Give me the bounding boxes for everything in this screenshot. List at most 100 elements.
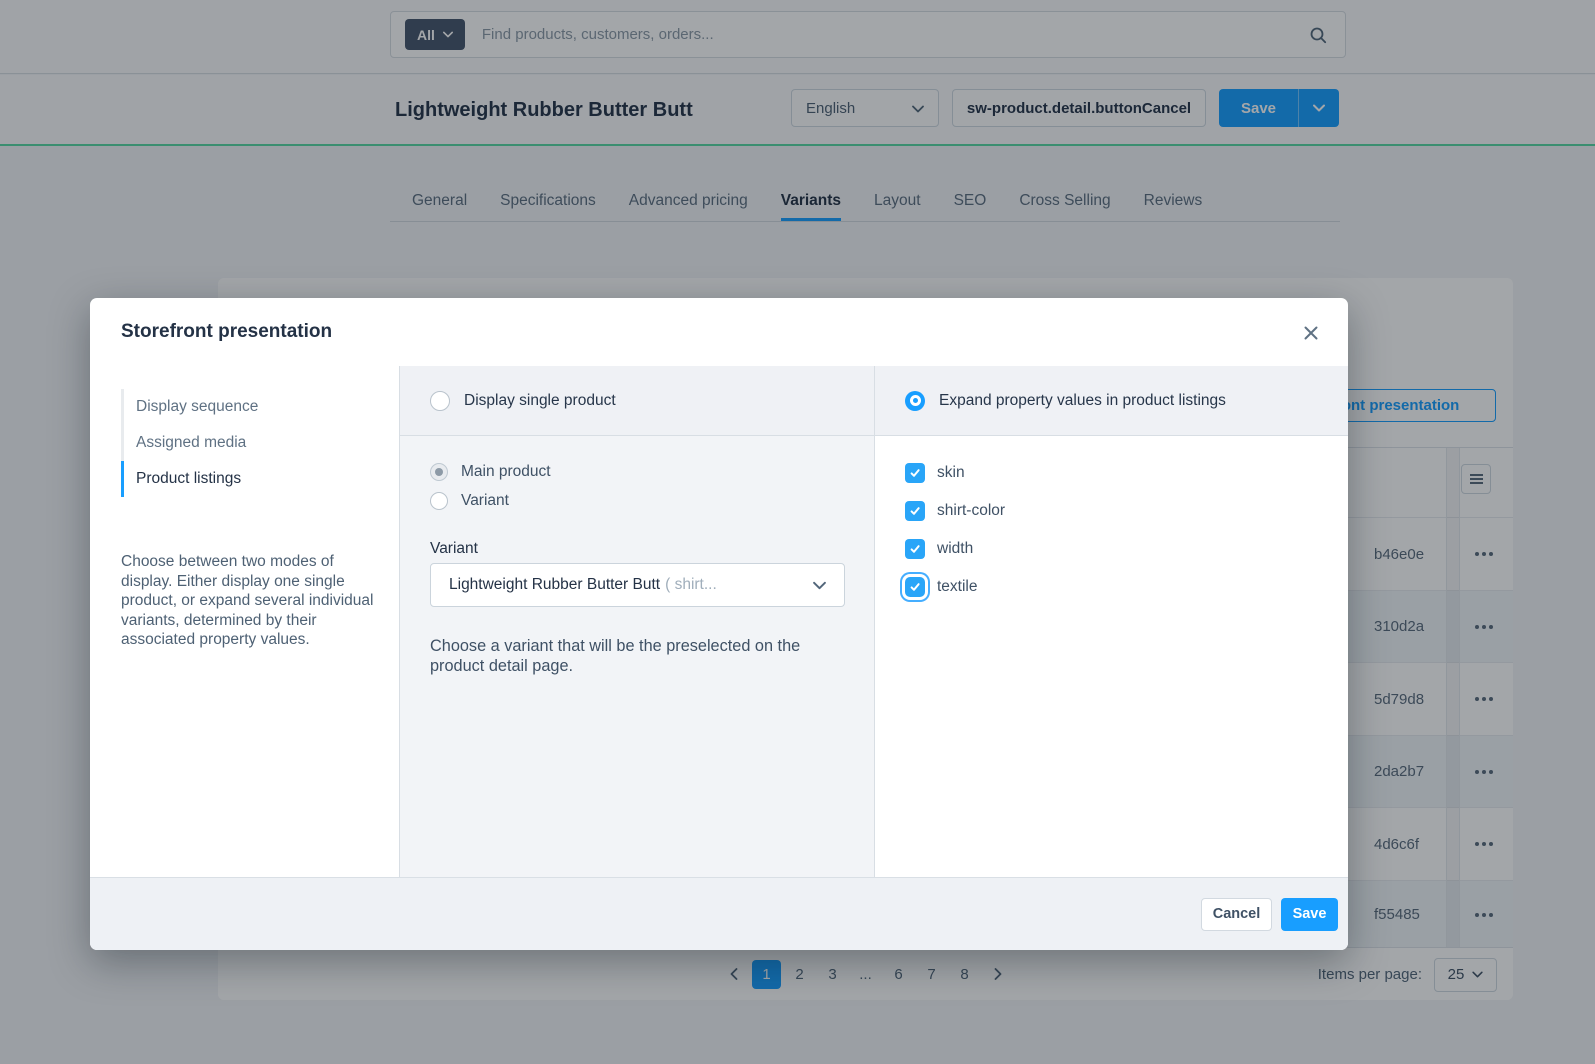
modal-header: Storefront presentation <box>90 298 1348 366</box>
variant-number-cell: 2da2b7 <box>1374 763 1425 780</box>
width-label: width <box>937 540 974 557</box>
shirt-color-checkbox[interactable] <box>905 501 925 521</box>
modal-save-button[interactable]: Save <box>1281 897 1338 931</box>
product-detail-tabs: General Specifications Advanced pricing … <box>390 180 1340 222</box>
sidebar-item-display-sequence[interactable]: Display sequence <box>121 389 321 425</box>
variant-number-cell: f55485 <box>1374 906 1420 923</box>
items-per-page-select[interactable]: 25 <box>1434 957 1497 992</box>
modal-cancel-button[interactable]: Cancel <box>1201 897 1272 931</box>
storefront-presentation-modal: Storefront presentation Display sequence… <box>90 298 1348 950</box>
page-title: Lightweight Rubber Butter Butt <box>395 99 693 121</box>
next-page-icon[interactable] <box>983 960 1012 989</box>
chevron-down-icon <box>1472 971 1484 978</box>
variant-select-value: Lightweight Rubber Butter Butt <box>449 576 661 593</box>
tab-advanced-pricing[interactable]: Advanced pricing <box>628 191 748 209</box>
sidebar-item-product-listings[interactable]: Product listings <box>121 461 321 497</box>
variant-help-text: Choose a variant that will be the presel… <box>430 637 801 675</box>
display-single-product-label: Display single product <box>464 391 616 409</box>
variant-select-label: Variant <box>430 540 478 557</box>
page-button[interactable]: 7 <box>927 965 936 983</box>
chevron-down-icon <box>912 100 924 117</box>
search-type-dropdown[interactable]: All <box>405 19 465 50</box>
fixed-column-shadow <box>1447 448 1459 947</box>
save-split-button[interactable]: Save <box>1219 89 1339 127</box>
page-ellipsis: ... <box>859 965 872 983</box>
expand-properties-radio[interactable] <box>905 390 925 411</box>
tab-general[interactable]: General <box>412 191 468 209</box>
width-checkbox[interactable] <box>905 539 925 559</box>
single-product-option-header: Display single product <box>400 366 874 436</box>
variant-select-value-suffix: ( shirt... <box>665 576 717 593</box>
tab-reviews[interactable]: Reviews <box>1143 191 1203 209</box>
variant-number-cell: 4d6c6f <box>1374 835 1420 853</box>
row-context-menu-button[interactable] <box>1460 808 1508 880</box>
language-select[interactable]: English <box>791 89 939 127</box>
property-row-shirt-color: shirt-color <box>905 501 1005 521</box>
search-input[interactable] <box>481 26 1309 43</box>
items-per-page-label: Items per page: <box>1317 966 1422 983</box>
variant-select[interactable]: Lightweight Rubber Butter Butt ( shirt..… <box>430 563 845 607</box>
skin-label: skin <box>937 464 965 481</box>
language-value: English <box>806 99 856 117</box>
variant-number-cell: b46e0e <box>1374 545 1425 563</box>
page-button[interactable]: 1 <box>752 959 781 989</box>
main-product-radio[interactable] <box>430 463 448 481</box>
textile-label: textile <box>937 578 978 595</box>
modal-nav: Display sequence Assigned media Product … <box>121 389 321 497</box>
modal-body: Display sequence Assigned media Product … <box>90 366 1348 877</box>
property-checkbox-list: skin shirt-color width textile <box>905 463 1005 597</box>
tab-variants[interactable]: Variants <box>780 180 842 221</box>
page-button[interactable]: 6 <box>894 965 903 983</box>
grid-settings-button[interactable] <box>1461 464 1491 494</box>
main-product-radio-row: Main product <box>430 463 551 481</box>
display-single-product-radio[interactable] <box>430 390 450 411</box>
shirt-color-label: shirt-color <box>937 502 1006 519</box>
tab-cross-selling[interactable]: Cross Selling <box>1019 191 1111 209</box>
single-product-column: Display single product Main product Vari… <box>400 366 875 877</box>
variant-radio-row: Variant <box>430 492 509 510</box>
search-type-label: All <box>417 26 435 43</box>
skin-checkbox[interactable] <box>905 463 925 483</box>
column-divider <box>1446 448 1447 947</box>
page-button[interactable]: 2 <box>795 965 804 983</box>
row-context-menu-button[interactable] <box>1460 736 1508 807</box>
sidebar-item-assigned-media[interactable]: Assigned media <box>121 425 321 461</box>
chevron-down-icon <box>442 31 453 38</box>
row-context-menu-button[interactable] <box>1460 518 1508 590</box>
smart-bar: Lightweight Rubber Butter Butt English s… <box>0 75 1595 146</box>
menu-bars-icon <box>1469 474 1483 476</box>
pagination: 1 2 3 ... 6 7 8 <box>218 948 1513 1000</box>
property-row-textile: textile <box>905 577 1005 597</box>
row-context-menu-button[interactable] <box>1460 881 1508 947</box>
modal-title: Storefront presentation <box>121 321 333 342</box>
variant-number-cell: 310d2a <box>1374 618 1425 635</box>
variant-radio[interactable] <box>430 492 448 510</box>
save-button-label[interactable]: Save <box>1219 89 1299 127</box>
row-context-menu-button[interactable] <box>1460 663 1508 735</box>
save-context-chevron-icon[interactable] <box>1299 89 1339 127</box>
variant-number-cell: 5d79d8 <box>1374 690 1425 708</box>
page-button[interactable]: 8 <box>960 965 969 983</box>
cancel-button[interactable]: sw-product.detail.buttonCancel <box>952 89 1206 127</box>
global-search-bar[interactable]: All <box>390 11 1346 58</box>
column-divider <box>1459 448 1460 947</box>
close-icon[interactable] <box>1302 324 1320 342</box>
app-header: All <box>0 0 1595 74</box>
prev-page-icon[interactable] <box>719 960 748 989</box>
items-per-page-value: 25 <box>1447 966 1465 983</box>
expand-properties-label: Expand property values in product listin… <box>939 391 1226 409</box>
tab-seo[interactable]: SEO <box>953 191 987 209</box>
row-context-menu-button[interactable] <box>1460 591 1508 662</box>
modal-sidebar: Display sequence Assigned media Product … <box>90 366 400 877</box>
textile-checkbox[interactable] <box>905 577 925 597</box>
expand-properties-column: Expand property values in product listin… <box>875 366 1348 877</box>
items-per-page: Items per page: 25 <box>1318 948 1497 1001</box>
property-row-skin: skin <box>905 463 1005 483</box>
variant-radio-label: Variant <box>461 492 509 509</box>
cancel-button-label: sw-product.detail.buttonCancel <box>966 99 1192 117</box>
tab-layout[interactable]: Layout <box>874 191 921 209</box>
page-button[interactable]: 3 <box>828 965 837 983</box>
tab-specifications[interactable]: Specifications <box>500 191 596 209</box>
mode-description: Choose between two modes of display. Eit… <box>121 553 374 648</box>
search-icon <box>1309 26 1327 44</box>
